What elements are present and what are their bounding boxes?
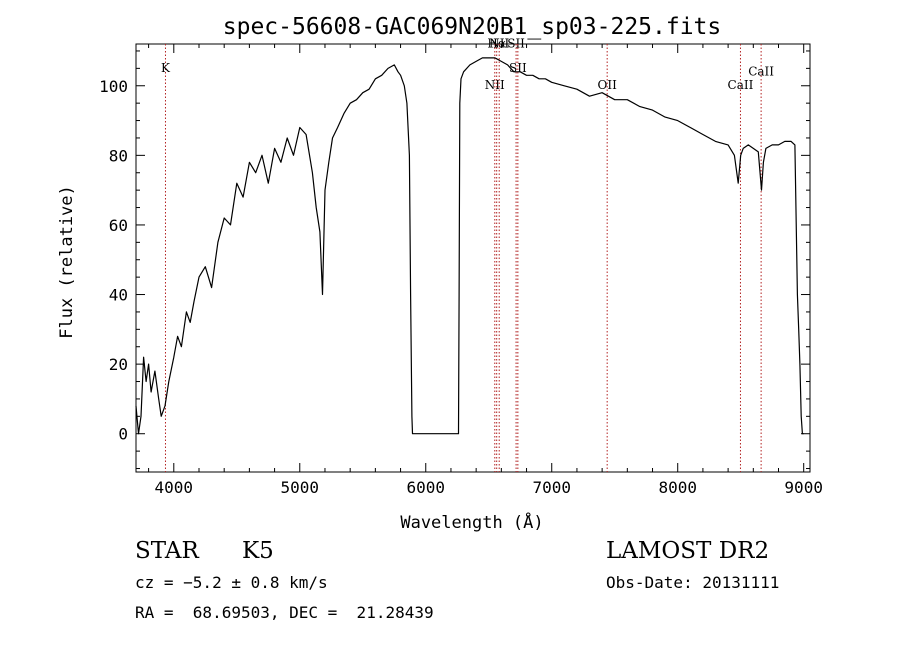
x-axis-label: Wavelength (Å)	[400, 511, 543, 533]
marker-label: CaII	[728, 78, 754, 92]
y-tick-label: 60	[109, 216, 128, 235]
x-axis: 4000 5000 6000 7000 8000 9000	[148, 44, 823, 497]
x-tick-label: 8000	[658, 478, 697, 497]
marker-label: NII	[485, 78, 505, 92]
marker-label: Hα	[487, 36, 506, 50]
marker-label: SII	[509, 61, 527, 75]
y-tick-label: 40	[109, 286, 128, 305]
observation-date: Obs-Date: 20131111	[606, 573, 780, 592]
redshift-cz: cz = −5.2 ± 0.8 km/s	[135, 573, 328, 592]
survey-name: LAMOST DR2	[606, 538, 770, 564]
x-tick-label: 4000	[155, 478, 194, 497]
marker-label: SII	[507, 36, 525, 50]
x-tick-label: 9000	[784, 478, 823, 497]
y-axis: 0 20 40 60 80 100	[99, 50, 810, 470]
spectrum-line	[135, 57, 804, 435]
object-subclass: K5	[242, 538, 274, 564]
y-tick-label: 0	[118, 425, 128, 444]
object-class: STAR	[135, 538, 199, 564]
y-tick-label: 100	[99, 77, 128, 96]
chart-title: spec-56608-GAC069N20B1_sp03-225.fits	[223, 14, 722, 40]
spectrum-series	[135, 57, 804, 435]
marker-label: NII	[489, 36, 509, 50]
coordinates: RA = 68.69503, DEC = 21.28439	[135, 603, 434, 622]
y-tick-label: 20	[109, 355, 128, 374]
marker-label: OII	[598, 78, 618, 92]
x-tick-label: 5000	[281, 478, 320, 497]
marker-label: K	[161, 61, 171, 75]
y-axis-label: Flux (relative)	[57, 185, 77, 339]
plot-border	[135, 43, 811, 473]
plot-frame	[135, 43, 811, 473]
x-tick-label: 6000	[406, 478, 445, 497]
marker-label: CaII	[748, 64, 774, 78]
y-tick-label: 80	[109, 146, 128, 165]
x-tick-label: 7000	[532, 478, 571, 497]
